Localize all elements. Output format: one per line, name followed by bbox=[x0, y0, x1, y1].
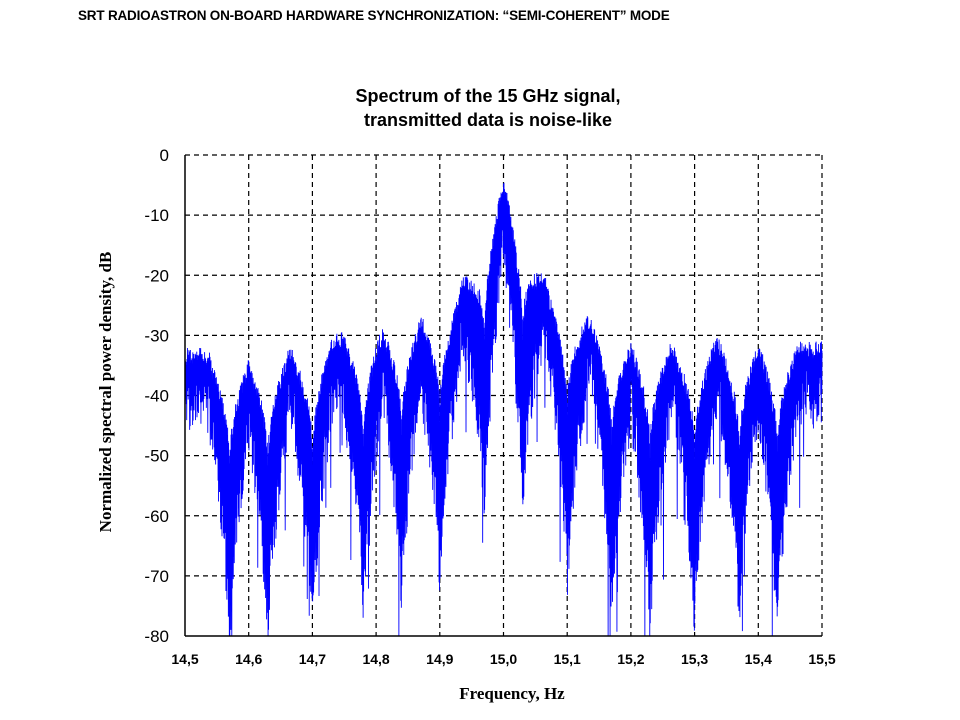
y-axis-label: Normalized spectral power density, dB bbox=[96, 251, 115, 533]
x-tick-label: 15,0 bbox=[490, 651, 517, 667]
y-tick-label: -70 bbox=[144, 567, 169, 586]
x-tick-label: 15,2 bbox=[617, 651, 644, 667]
chart-title: Spectrum of the 15 GHz signal, transmitt… bbox=[288, 84, 688, 132]
x-tick-label: 14,6 bbox=[235, 651, 262, 667]
x-tick-label: 15,3 bbox=[681, 651, 708, 667]
chart-axes bbox=[184, 155, 822, 637]
y-tick-label: -30 bbox=[144, 326, 169, 345]
spectrum-line bbox=[184, 182, 823, 637]
y-tick-label: -20 bbox=[144, 266, 169, 285]
x-tick-label: 15,1 bbox=[554, 651, 581, 667]
y-tick-label: -10 bbox=[144, 206, 169, 225]
x-axis-label: Frequency, Hz bbox=[459, 684, 565, 703]
y-tick-label: -60 bbox=[144, 507, 169, 526]
x-tick-label: 14,5 bbox=[171, 651, 198, 667]
slide-header: SRT RADIOASTRON ON-BOARD HARDWARE SYNCHR… bbox=[78, 8, 670, 23]
x-tick-label: 15,4 bbox=[745, 651, 772, 667]
y-tick-label: -50 bbox=[144, 447, 169, 466]
y-tick-label: -80 bbox=[144, 627, 169, 646]
spectrum-series bbox=[184, 182, 823, 637]
x-tick-label: 14,8 bbox=[362, 651, 389, 667]
x-tick-label: 15,5 bbox=[808, 651, 835, 667]
x-tick-labels: 14,5 14,6 14,7 14,8 14,9 15,0 15,1 15,2 15,3 15,4… bbox=[171, 651, 835, 667]
y-tick-label: 0 bbox=[160, 146, 169, 165]
y-tick-labels: 0 -10 -20 -30 -40 -50 -60 -70 -80 bbox=[144, 146, 169, 646]
y-tick-label: -40 bbox=[144, 387, 169, 406]
chart-title-line-2: transmitted data is noise-like bbox=[363, 110, 613, 130]
x-tick-label: 14,9 bbox=[426, 651, 453, 667]
x-tick-label: 14,7 bbox=[299, 651, 326, 667]
chart-title-line-1: Spectrum of the 15 GHz signal, bbox=[355, 86, 621, 106]
